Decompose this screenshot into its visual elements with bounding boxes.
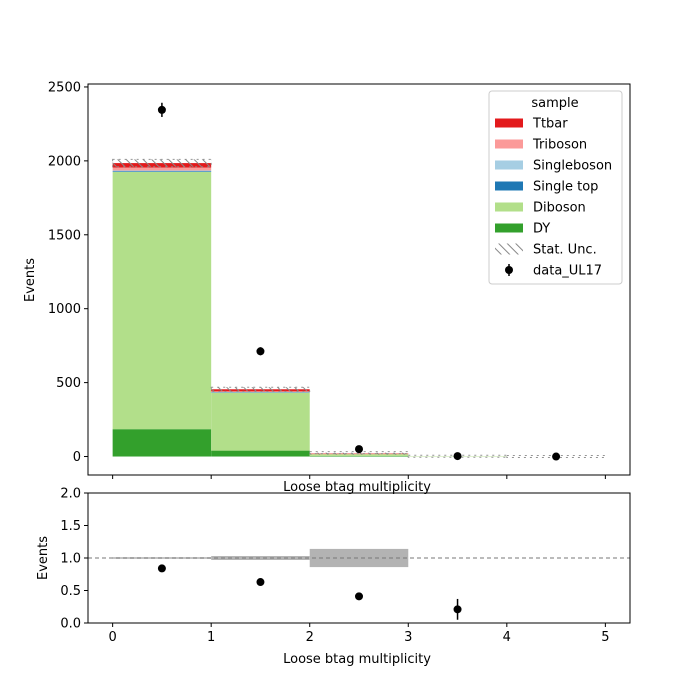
main-y-tick-label-2000: 2000 xyxy=(48,154,81,169)
legend-swatch-ttbar xyxy=(495,118,523,128)
ratio-point-2 xyxy=(355,592,363,601)
data-point-2 xyxy=(355,445,363,454)
ratio-y-tick-label-0: 0.0 xyxy=(60,617,81,632)
stat-unc-hatch-bin-0 xyxy=(112,159,212,167)
bar-singleboson-bin-0 xyxy=(112,170,212,172)
legend-swatch-diboson xyxy=(495,202,523,212)
legend-swatch-stat-unc- xyxy=(495,243,523,255)
ratio-point-1 xyxy=(256,578,265,587)
bar-dy-bin-0 xyxy=(112,429,212,457)
bar-single-top-bin-0 xyxy=(112,171,212,172)
legend-label-ttbar: Ttbar xyxy=(532,117,568,132)
legend-label-data-ul17: data_UL17 xyxy=(533,264,602,279)
ratio-y-tick-label-3: 1.5 xyxy=(60,519,81,534)
main-axes-frame xyxy=(87,83,631,476)
legend-label-single-top: Single top xyxy=(533,180,598,195)
bar-diboson-bin-2 xyxy=(309,454,409,456)
data-point-3 xyxy=(453,452,462,461)
stat-unc-hatch-bin-1 xyxy=(211,387,310,392)
bar-diboson-bin-1 xyxy=(211,392,310,451)
ratio-y-tick-label-4: 2.0 xyxy=(60,487,81,502)
main-y-tick-label-500: 500 xyxy=(56,376,81,391)
legend-label-stat-unc-: Stat. Unc. xyxy=(533,243,597,258)
legend-swatch-triboson xyxy=(495,139,523,149)
legend-label-singleboson: Singleboson xyxy=(533,159,612,174)
ratio-y-tick-label-1: 0.5 xyxy=(60,584,81,599)
main-y-tick-label-1500: 1500 xyxy=(48,228,81,243)
bar-diboson-bin-0 xyxy=(112,171,212,430)
legend-label-diboson: Diboson xyxy=(533,201,586,216)
legend-label-dy: DY xyxy=(533,222,550,237)
ratio-panel: 0.0 0.5 1.0 1.5 2.0 0 1 2 3 4 5 Loose btag multip… xyxy=(36,487,631,667)
legend-label-triboson: Triboson xyxy=(532,138,587,153)
ratio-x-tick-label-2: 2 xyxy=(306,630,314,645)
data-point-1 xyxy=(256,347,265,356)
ratio-x-tick-label-1: 1 xyxy=(207,630,215,645)
ratio-x-tick-label-3: 3 xyxy=(404,630,412,645)
legend-swatch-singleboson xyxy=(495,160,523,170)
ratio-unc-band-2 xyxy=(309,548,409,568)
main-y-tick-label-2500: 2500 xyxy=(48,80,81,95)
legend-swatch-dy xyxy=(495,223,523,233)
bar-triboson-bin-0 xyxy=(112,167,212,171)
legend-title: sample xyxy=(531,96,578,111)
main-y-tick-label-1000: 1000 xyxy=(48,302,81,317)
ratio-x-tick-label-4: 4 xyxy=(503,630,511,645)
stat-unc-hatch-bin-2 xyxy=(309,452,409,455)
ratio-y-tick-label-2: 1.0 xyxy=(60,552,81,567)
ratio-x-tick-label-5: 5 xyxy=(601,630,609,645)
ratio-x-tick-label-0: 0 xyxy=(108,630,116,645)
ratio-y-axis-label: Events xyxy=(36,536,51,580)
ratio-point-3 xyxy=(453,605,462,614)
data-point-4 xyxy=(552,452,561,461)
data-point-0 xyxy=(157,105,166,114)
ratio-unc-band-1 xyxy=(211,556,310,560)
main-y-tick-label-0: 0 xyxy=(73,450,81,465)
ratio-x-axis-label: Loose btag multiplicity xyxy=(283,652,431,667)
ratio-point-0 xyxy=(157,564,166,573)
main-y-axis-label: Events xyxy=(23,258,38,302)
legend-swatch-single-top xyxy=(495,181,523,191)
legend: sample Ttbar Triboson Singleboson Single to… xyxy=(488,90,623,285)
legend-box xyxy=(488,90,623,285)
legend-marker-data-ul17 xyxy=(505,266,513,274)
bar-dy-bin-1 xyxy=(211,450,310,457)
bar-dy-bin-2 xyxy=(309,455,409,457)
main-panel: 0 500 1000 1500 2000 2500 Loose btag multipli… xyxy=(23,80,631,495)
main-x-axis-label: Loose btag multiplicity xyxy=(283,480,431,495)
